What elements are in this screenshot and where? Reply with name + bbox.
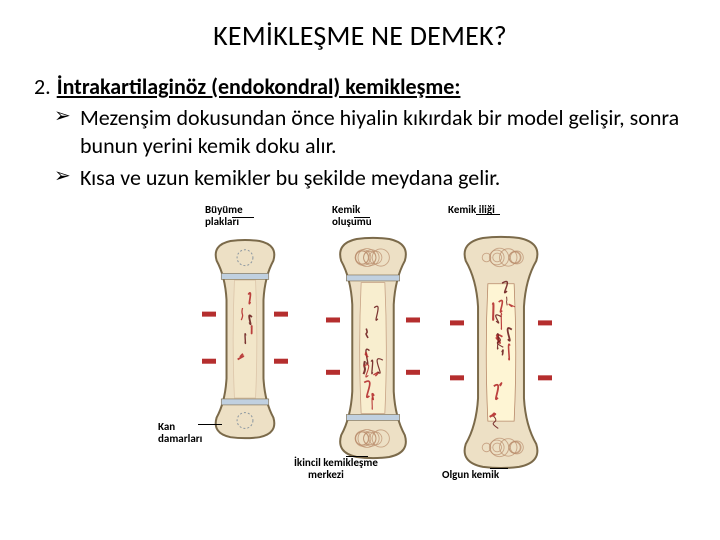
bone-diagram: Büyüme plakları Kemik oluşumu Kemik iliğ…: [150, 200, 570, 485]
section-heading: 2. İntrakartilaginöz (endokondral) kemik…: [34, 73, 686, 100]
heading-number: 2.: [34, 73, 51, 100]
leader-line: [354, 217, 370, 218]
bone-stage: [202, 239, 288, 444]
label-blood-vessels: damarları: [158, 432, 202, 445]
leader-line: [476, 214, 500, 215]
leader-line: [198, 424, 222, 425]
page-title: KEMİKLEŞME NE DEMEK?: [34, 18, 686, 52]
leader-line: [232, 217, 254, 218]
list-item: Mezenşim dokusundan önce hiyalin kıkırda…: [58, 104, 686, 160]
bullet-list: Mezenşim dokusundan önce hiyalin kıkırda…: [34, 104, 686, 192]
bone-stage: [450, 236, 552, 474]
leader-line: [490, 468, 508, 469]
list-item: Kısa ve uzun kemikler bu şekilde meydana…: [58, 164, 686, 192]
bone-stage: [326, 237, 420, 464]
heading-text: İntrakartilaginöz (endokondral) kemikleş…: [57, 73, 461, 100]
leader-line: [346, 456, 368, 457]
label-secondary-center: merkezi: [308, 468, 344, 481]
